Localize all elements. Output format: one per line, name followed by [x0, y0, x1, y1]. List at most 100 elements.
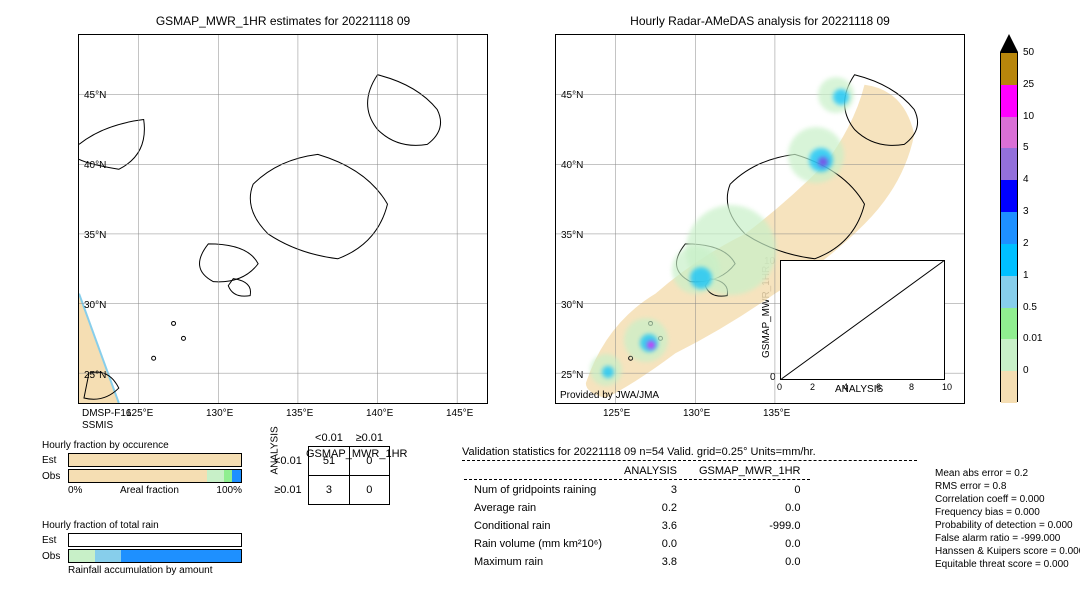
axis-tick: 35°N	[84, 230, 106, 241]
colorbar-segment	[1001, 117, 1017, 149]
hbar-segment	[207, 470, 224, 482]
scatter-panel	[780, 260, 945, 380]
colorbar-segment	[1001, 339, 1017, 371]
hbar-segment	[95, 550, 121, 562]
colorbar-tick: 50	[1023, 47, 1034, 58]
rain-blob	[833, 89, 849, 105]
val-a: 3.6	[614, 518, 687, 534]
ct-cell: 51	[308, 447, 349, 476]
val-g: 0.0	[689, 536, 810, 552]
bar-label: Est	[42, 455, 68, 466]
colorbar-tick: 2	[1023, 238, 1029, 249]
rain-blob	[602, 366, 614, 378]
fraction-occ-title: Hourly fraction by occurence	[42, 440, 242, 451]
val-label: Maximum rain	[464, 554, 612, 570]
right-map-title: Hourly Radar-AMeDAS analysis for 2022111…	[555, 14, 965, 28]
val-label: Conditional rain	[464, 518, 612, 534]
colorbar-segment	[1001, 85, 1017, 117]
axis-tick: 135°E	[286, 408, 313, 419]
fraction-occurrence-panel: Hourly fraction by occurence EstObs0%Are…	[42, 440, 242, 496]
rain-blob	[690, 267, 712, 289]
colorbar-segment	[1001, 276, 1017, 308]
val-a: 3.8	[614, 554, 687, 570]
ct-row: ≥0.01	[268, 476, 308, 505]
axis-tick: 125°E	[603, 408, 630, 419]
rain-blob	[818, 157, 828, 167]
colorbar-segment	[1001, 371, 1017, 403]
hbar	[68, 453, 242, 467]
colorbar-tick: 0.5	[1023, 302, 1037, 313]
hbar-segment	[224, 470, 233, 482]
val-g: 0	[689, 482, 810, 498]
colorbar-segment	[1001, 244, 1017, 276]
colorbar-tick: 25	[1023, 79, 1034, 90]
figure-root: GSMAP_MWR_1HR estimates for 20221118 09	[0, 0, 1080, 612]
colorbar-tick: 10	[1023, 111, 1034, 122]
axis-tick: 25°N	[84, 370, 106, 381]
val-a: 0.0	[614, 536, 687, 552]
axis-tick: 135°E	[763, 408, 790, 419]
metric-row: Mean abs error = 0.2	[935, 468, 1080, 479]
axis-tick: 40°N	[84, 160, 106, 171]
axis-tick: 130°E	[206, 408, 233, 419]
colorbar-tick: 0	[1023, 365, 1029, 376]
left-map-source2: SSMIS	[82, 420, 113, 431]
axis-tick: 30°N	[84, 300, 106, 311]
val-label: Average rain	[464, 500, 612, 516]
val-g: -999.0	[689, 518, 810, 534]
ct-cell: 0	[350, 476, 389, 505]
hbar-segment	[69, 534, 241, 546]
hbar-segment	[121, 550, 241, 562]
validation-table: ANALYSISGSMAP_MWR_1HR Num of gridpoints r…	[462, 461, 812, 572]
bar-label: Est	[42, 535, 68, 546]
metric-row: Probability of detection = 0.000	[935, 520, 1080, 531]
colorbar-segment	[1001, 308, 1017, 340]
colorbar-tick: 0.01	[1023, 333, 1042, 344]
metric-row: Equitable threat score = 0.000	[935, 559, 1080, 570]
val-label: Rain volume (mm km²10⁶)	[464, 536, 612, 552]
val-col2: GSMAP_MWR_1HR	[689, 463, 810, 480]
colorbar-segment	[1001, 148, 1017, 180]
val-g: 0.0	[689, 554, 810, 570]
axis-tick: 140°E	[366, 408, 393, 419]
colorbar-tick: 5	[1023, 142, 1029, 153]
colorbar-tick: 3	[1023, 206, 1029, 217]
validation-panel: Validation statistics for 20221118 09 n=…	[462, 446, 917, 461]
colorbar: 502510543210.50.010	[1000, 52, 1018, 402]
left-map-panel	[78, 34, 488, 404]
bar-label: Obs	[42, 471, 68, 482]
val-g: 0.0	[689, 500, 810, 516]
contingency-panel: GSMAP_MWR_1HR ANALYSIS<0.01≥0.01<0.01510…	[268, 448, 407, 473]
val-label: Num of gridpoints raining	[464, 482, 612, 498]
right-map-footer: Provided by JWA/JMA	[560, 390, 659, 401]
colorbar-tick: 1	[1023, 270, 1029, 281]
validation-title: Validation statistics for 20221118 09 n=…	[462, 446, 917, 458]
hbar-segment	[232, 470, 241, 482]
colorbar-tick: 4	[1023, 174, 1029, 185]
fraction-rain-title: Hourly fraction of total rain	[42, 520, 242, 531]
val-col1: ANALYSIS	[614, 463, 687, 480]
rain-blob	[647, 341, 655, 349]
hbar	[68, 469, 242, 483]
left-map-coastline	[79, 35, 487, 403]
metric-row: Hanssen & Kuipers score = 0.000	[935, 546, 1080, 557]
bar-footer: Rainfall accumulation by amount	[68, 565, 242, 576]
metrics-panel: Mean abs error = 0.2 RMS error = 0.8 Corre…	[935, 468, 1080, 572]
axis-right: 100%	[216, 485, 242, 496]
ct-cell: 3	[308, 476, 349, 505]
metric-row: Correlation coeff = 0.000	[935, 494, 1080, 505]
axis-tick: 145°E	[446, 408, 473, 419]
colorbar-arrow-icon	[1000, 34, 1018, 52]
hbar	[68, 533, 242, 547]
metric-row: False alarm ratio = -999.000	[935, 533, 1080, 544]
colorbar-segment	[1001, 180, 1017, 212]
colorbar-segment	[1001, 53, 1017, 85]
metric-row: RMS error = 0.8	[935, 481, 1080, 492]
hbar-segment	[69, 550, 95, 562]
val-a: 0.2	[614, 500, 687, 516]
left-map-source1: DMSP-F16	[82, 408, 131, 419]
left-map-title: GSMAP_MWR_1HR estimates for 20221118 09	[78, 14, 488, 28]
axis-tick: 45°N	[84, 90, 106, 101]
ct-cell: 0	[350, 447, 389, 476]
axis-tick: 130°E	[683, 408, 710, 419]
